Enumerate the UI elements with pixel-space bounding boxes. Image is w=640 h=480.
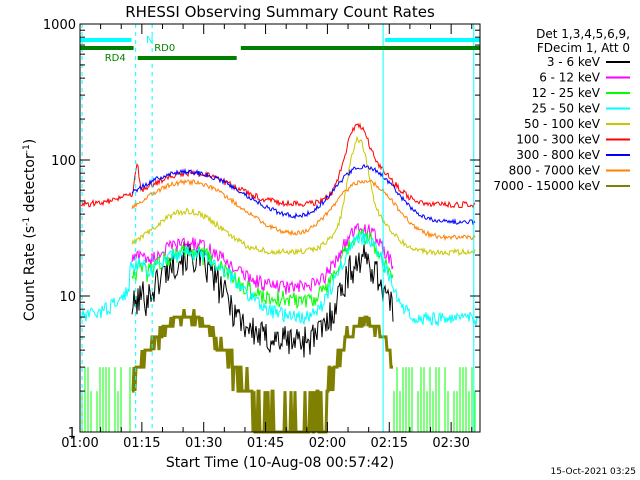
y-axis-label-sup1: -1 <box>22 217 32 226</box>
series-line-1 <box>131 222 394 295</box>
legend-label: 3 - 6 keV <box>547 55 601 69</box>
series-line-2 <box>81 227 476 432</box>
legend-label: 50 - 100 keV <box>524 117 601 131</box>
x-tick-label: 02:15 <box>371 436 408 451</box>
x-tick-label: 01:00 <box>61 436 98 451</box>
y-tick-label: 10 <box>59 290 76 305</box>
y-axis-label-mid: detector <box>22 153 38 217</box>
legend-label: 7000 - 15000 keV <box>493 179 600 193</box>
legend-label: 300 - 800 keV <box>516 148 600 162</box>
timestamp: 15-Oct-2021 03:25 <box>551 467 636 477</box>
series-line-0 <box>131 241 394 358</box>
x-axis-label: Start Time (10-Aug-08 00:57:42) <box>166 455 394 471</box>
y-tick-label: 1 <box>68 426 76 441</box>
legend-label: 12 - 25 keV <box>532 86 601 100</box>
series-line-6 <box>131 163 476 226</box>
legend-label: 800 - 7000 keV <box>509 164 601 178</box>
series-line-5 <box>80 122 476 209</box>
plot-frame <box>79 23 481 433</box>
x-tick-label: 02:30 <box>432 436 469 451</box>
legend-label: 6 - 12 keV <box>539 71 601 85</box>
y-tick-label: 1000 <box>43 18 76 33</box>
y-axis-label: Count Rate (s-1 detector-1) <box>22 139 38 321</box>
y-axis-label-sup2: -1 <box>22 144 32 153</box>
legend-label: 100 - 300 keV <box>516 133 600 147</box>
chart-title: RHESSI Observing Summary Count Rates <box>125 3 435 21</box>
status-bar-label: RD0 <box>154 43 175 54</box>
frame-layer: 01:00 01:15 01:30 01:45 02:00 02:15 02:30 1 10 10… <box>43 18 481 451</box>
x-tick-label: 01:30 <box>185 436 222 451</box>
legend-label: 25 - 50 keV <box>532 102 601 116</box>
x-tick-label: 01:15 <box>123 436 160 451</box>
y-axis-label-main: Count Rate (s <box>22 226 38 321</box>
x-tick-label: 02:00 <box>309 436 346 451</box>
status-bar-label: N <box>146 35 153 46</box>
series-line-3 <box>80 231 480 327</box>
legend-header: FDecim 1, Att 0 <box>537 41 630 55</box>
y-tick-label: 100 <box>51 154 76 169</box>
x-tick-label: 01:45 <box>247 436 284 451</box>
status-bar-label: RD4 <box>105 53 126 64</box>
legend-header: Det 1,3,4,5,6,9, <box>536 27 630 41</box>
series-line-7 <box>131 178 476 242</box>
legend: Det 1,3,4,5,6,9,FDecim 1, Att 03 - 6 keV… <box>493 27 630 193</box>
y-axis-label-end: ) <box>22 139 38 144</box>
series-line-4 <box>131 135 476 257</box>
